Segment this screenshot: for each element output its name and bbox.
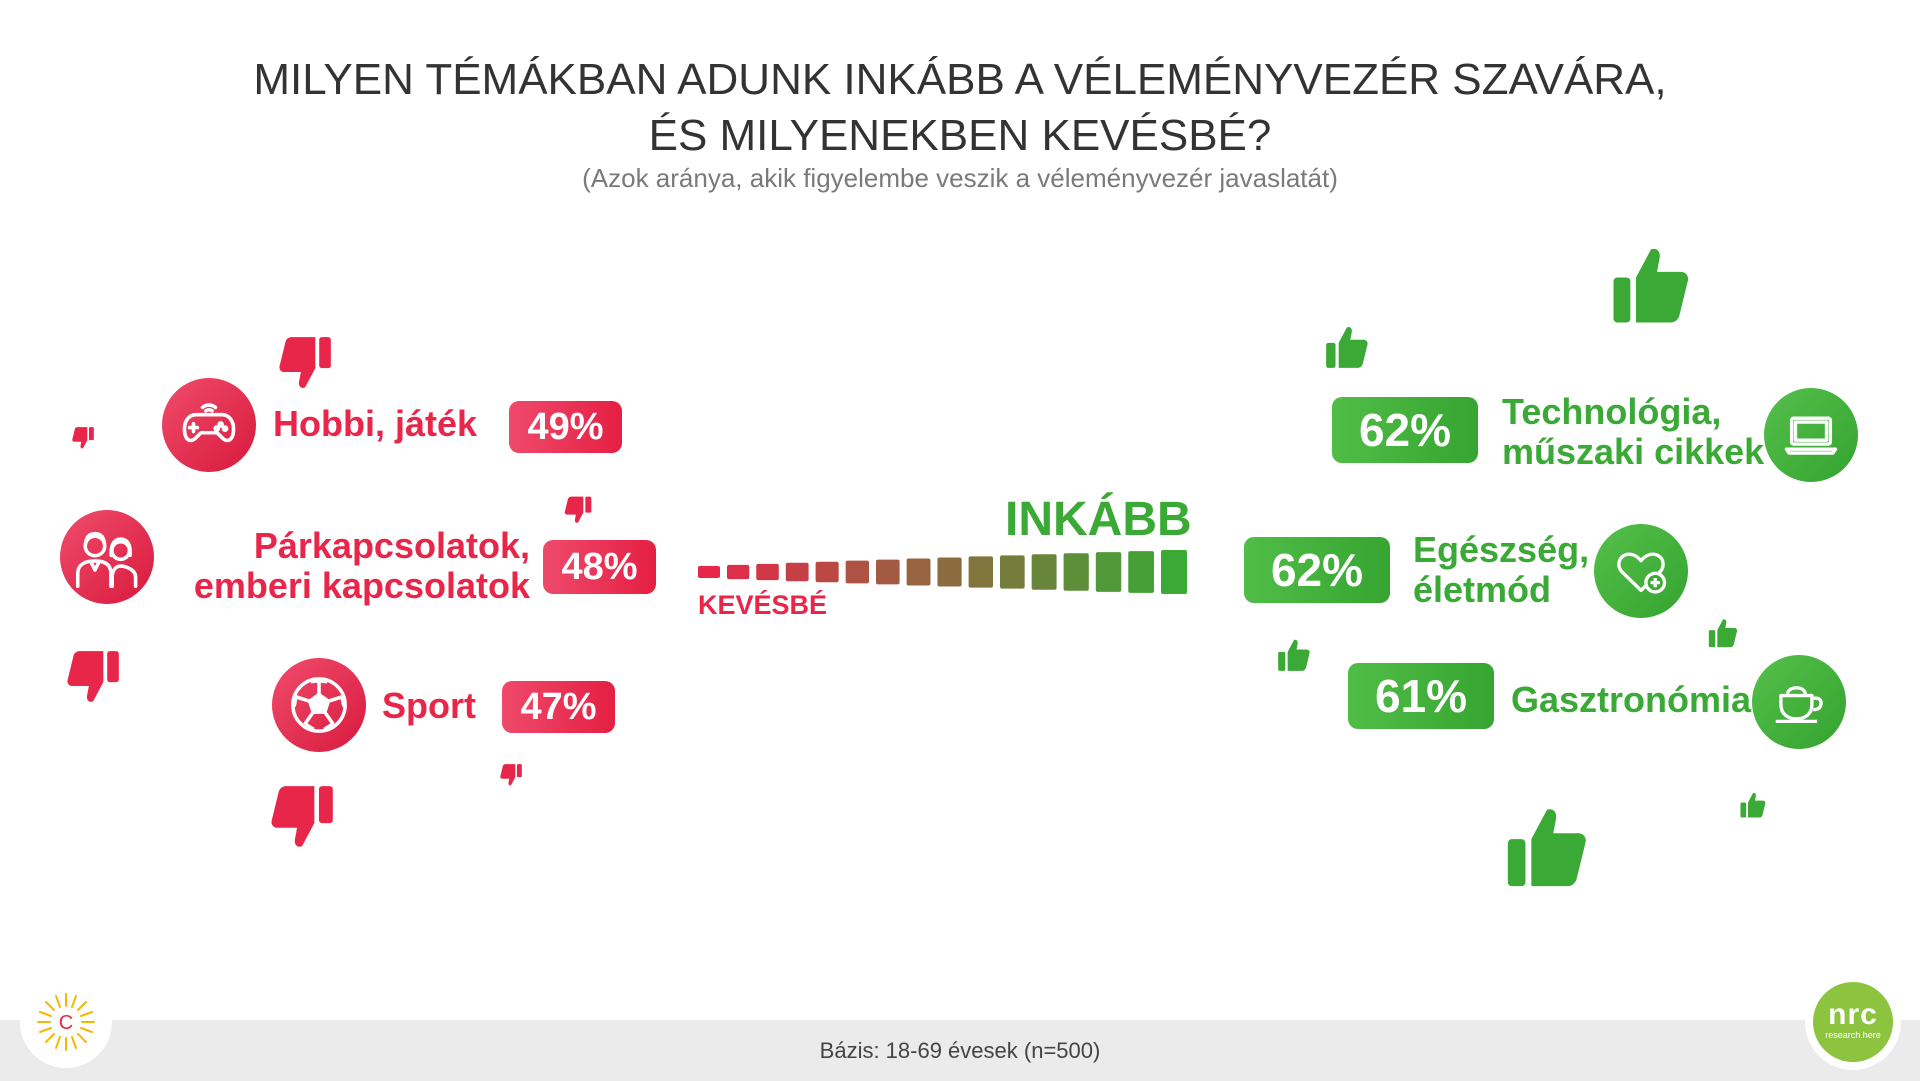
thumb-up-icon: [1326, 326, 1368, 368]
category-label-egeszseg-line-2: életmód: [1413, 569, 1552, 610]
basis-note: Bázis: 18-69 évesek (n=500): [819, 1038, 1101, 1063]
thumb-up-icon: [1278, 639, 1310, 671]
title-line-1: MILYEN TÉMÁKBAN ADUNK INKÁBB A VÉLEMÉNYV…: [253, 55, 1667, 104]
scale-block: [785, 562, 809, 582]
thumb-down-icon: [279, 337, 331, 388]
nrc-logo-badge: nrc research.here: [1813, 982, 1893, 1062]
left-logo: C: [20, 976, 112, 1068]
thumb-down-icon: [500, 764, 522, 786]
scale-block: [845, 560, 869, 584]
laptop-icon: [1764, 388, 1858, 482]
category-label-gasztronomia: Gasztronómia: [1511, 679, 1752, 720]
category-label-parkapcsolatok-line-1: Párkapcsolatok,: [253, 525, 530, 566]
thumb-up-icon: [1708, 619, 1738, 648]
scale-gradient-bar: [698, 550, 1187, 594]
thumb-up-icon: [1613, 248, 1689, 323]
thumb-down-icon: [72, 427, 94, 449]
category-label-sport: Sport: [382, 685, 476, 726]
scale-high-label: INKÁBB: [1005, 493, 1192, 546]
heart-plus-icon: [1594, 524, 1688, 618]
category-label-technologia-line-2: műszaki cikkek: [1502, 431, 1765, 472]
thumb-down-icon: [564, 496, 592, 523]
scale-block: [968, 556, 993, 588]
value-badge-gasztronomia: 61%: [1348, 663, 1494, 729]
left-logo-letter: C: [59, 1012, 73, 1034]
thumb-down-icon: [271, 786, 333, 847]
scale-block: [937, 557, 962, 587]
soccer-ball-icon: [272, 658, 366, 752]
footer-bar: [0, 1020, 1920, 1081]
scale-block: [1031, 554, 1057, 590]
scale-low-label: KEVÉSBÉ: [698, 590, 828, 620]
scale-block: [1063, 553, 1089, 591]
scale-block: [1095, 552, 1122, 592]
gamepad-icon: [162, 378, 256, 472]
category-label-parkapcsolatok-line-2: emberi kapcsolatok: [193, 565, 530, 606]
scale-block: [756, 563, 779, 581]
nrc-logo-text: nrc: [1828, 998, 1878, 1031]
coffee-cup-icon: [1752, 655, 1846, 749]
sunburst-logo-icon: C: [37, 993, 95, 1051]
subtitle: (Azok aránya, akik figyelembe veszik a v…: [582, 163, 1338, 193]
scale-block: [815, 561, 839, 583]
couple-icon: [60, 510, 154, 604]
scale-block: [1000, 555, 1025, 589]
thumb-down-icon: [67, 651, 119, 702]
value-badge-parkapcsolatok: 48%: [543, 540, 656, 594]
title-line-2: ÉS MILYENEKBEN KEVÉSBÉ?: [648, 111, 1272, 160]
scale-block: [1161, 550, 1187, 594]
nrc-logo: nrc research.here: [1805, 974, 1901, 1070]
scale-block: [876, 559, 900, 585]
nrc-logo-subtext: research.here: [1825, 1030, 1881, 1040]
category-label-egeszseg-line-1: Egészség,: [1413, 529, 1590, 570]
value-badge-sport: 47%: [502, 681, 615, 733]
page-title: MILYEN TÉMÁKBAN ADUNK INKÁBB A VÉLEMÉNYV…: [0, 52, 1920, 164]
thumb-up-icon: [1740, 792, 1766, 818]
category-label-parkapcsolatok: Párkapcsolatok, emberi kapcsolatok: [110, 526, 530, 606]
category-label-technologia-line-1: Technológia,: [1502, 391, 1722, 432]
category-label-egeszseg: Egészség, életmód: [1413, 530, 1589, 610]
thumb-up-icon: [1507, 809, 1586, 887]
category-label-hobbi: Hobbi, játék: [273, 403, 478, 444]
scale-block: [906, 558, 931, 586]
value-badge-technologia: 62%: [1332, 397, 1478, 463]
value-badge-egeszseg: 62%: [1244, 537, 1390, 603]
scale-block: [727, 564, 750, 580]
scale-block: [1128, 551, 1154, 593]
value-badge-hobbi: 49%: [509, 401, 622, 453]
category-label-technologia: Technológia, műszaki cikkek: [1502, 392, 1764, 472]
scale-block: [698, 566, 720, 578]
